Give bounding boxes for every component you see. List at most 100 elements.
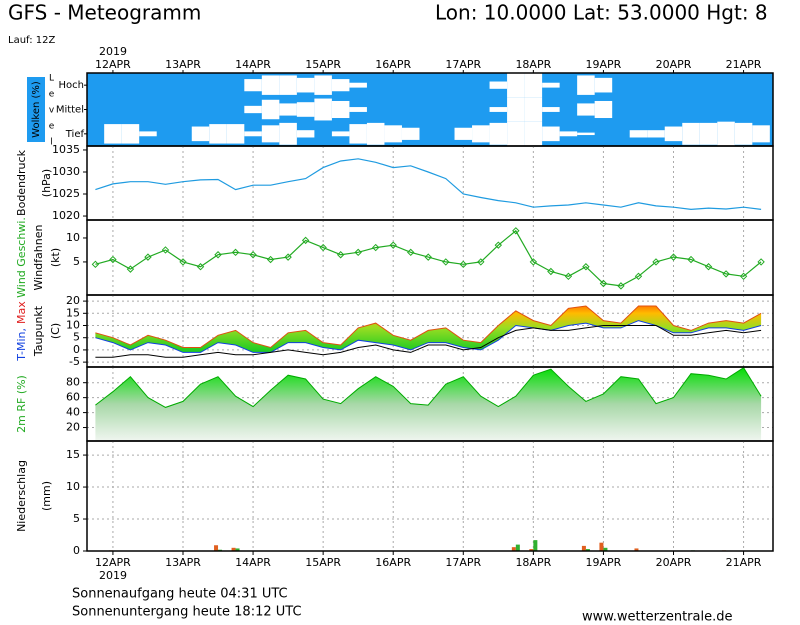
cloud: [577, 103, 595, 116]
y-axis-label: Bodendruck: [15, 149, 28, 216]
x-tick-label: 16APR: [375, 556, 411, 569]
y-tick-label: 15: [66, 448, 80, 461]
cloud: [209, 124, 227, 144]
y-axis-label-part: Bodendruck: [15, 149, 28, 216]
cloud: [261, 75, 280, 95]
marker: [687, 255, 695, 264]
y-axis-label-part: Max: [15, 301, 28, 324]
cloud: [401, 127, 420, 140]
temp-band: [95, 306, 762, 353]
bar: [231, 547, 236, 551]
cloud: [279, 75, 297, 95]
bar: [214, 545, 219, 551]
cloud: [594, 100, 613, 119]
marker: [564, 272, 573, 281]
x-tick-label: 19APR: [586, 556, 622, 569]
cloud: [664, 126, 683, 142]
x-tick-label: 17APR: [445, 556, 481, 569]
y-tick-label: 1035: [52, 143, 80, 156]
marker: [582, 263, 590, 271]
x-tick-label: 18APR: [515, 556, 551, 569]
level-name: Mittel: [56, 105, 84, 116]
y-tick-label: 5: [73, 512, 80, 525]
cloud: [244, 131, 262, 137]
bar: [529, 549, 534, 551]
y-tick-label: 10: [66, 231, 80, 244]
y-axis-label-part: T-Min,: [15, 328, 28, 362]
y-axis-label-part: Windfahnen: [32, 225, 45, 291]
cloud: [542, 107, 560, 112]
marker: [371, 243, 380, 252]
y-tick-label: 5: [73, 331, 80, 344]
y-tick-label: 20: [66, 294, 80, 307]
y-tick-label: 0: [73, 544, 80, 557]
marker: [161, 246, 170, 254]
x-tick-label: 13APR: [165, 58, 201, 71]
year-bottom: 2019: [99, 569, 127, 582]
cloud: [507, 121, 525, 146]
cloud: [226, 124, 245, 144]
cloud: [296, 130, 315, 138]
marker: [652, 258, 660, 266]
x-tick-label: 20APR: [656, 58, 692, 71]
y-axis-label: Taupunkt: [32, 305, 45, 357]
y-tick-label: 5: [73, 255, 80, 268]
cloud: [524, 121, 543, 146]
y-axis-label-part: Niederschlag: [15, 460, 28, 532]
cloud: [104, 124, 122, 144]
x-tick-label: 14APR: [235, 556, 271, 569]
level-name: Tief: [65, 129, 85, 140]
marker: [301, 236, 310, 245]
marker: [477, 258, 485, 266]
x-tick-label: 13APR: [165, 556, 201, 569]
run: Lauf: 12Z: [8, 35, 55, 46]
cloud: [524, 97, 543, 122]
marker: [529, 258, 538, 266]
area: [95, 367, 762, 441]
bar: [515, 544, 520, 551]
bar: [533, 540, 538, 551]
cloud: [734, 122, 753, 145]
y-axis-label: Wind Geschwi.: [15, 217, 28, 298]
x-tick-label: 21APR: [726, 556, 762, 569]
cloud: [629, 130, 648, 138]
cloud: [191, 126, 210, 142]
x-tick-label: 12APR: [95, 556, 131, 569]
bar: [581, 545, 586, 551]
cloud: [331, 131, 350, 137]
panel-title-box: [27, 77, 45, 142]
y-axis-label: (mm): [40, 481, 53, 511]
level-label: L e v e l: [47, 74, 57, 146]
marker: [249, 251, 257, 259]
cloud: [331, 79, 350, 92]
x-tick-label: 14APR: [235, 58, 271, 71]
bar: [634, 548, 639, 551]
marker: [599, 279, 608, 288]
marker: [196, 263, 205, 271]
y-tick-label: -5: [69, 355, 80, 368]
y-tick-label: 15: [66, 306, 80, 319]
y-tick-label: 60: [66, 391, 80, 404]
y-axis-label: 2m RF (%): [15, 375, 28, 433]
y-tick-label: 0: [73, 343, 80, 356]
x-tick-label: 18APR: [515, 58, 551, 71]
y-axis-label: T-Min, Max: [15, 301, 28, 362]
marker: [722, 270, 730, 278]
y-axis-label: (kt): [49, 248, 62, 267]
marker: [214, 251, 222, 259]
marker: [144, 253, 152, 261]
series-line: [95, 305, 762, 349]
marker: [284, 253, 292, 261]
y-tick-label: 10: [66, 319, 80, 332]
cloud: [296, 77, 315, 93]
x-tick-label: 19APR: [586, 58, 622, 71]
marker: [512, 227, 520, 235]
marker: [91, 260, 100, 269]
y-axis-label-part: Wind Geschwi.: [15, 217, 28, 298]
x-tick-label: 15APR: [305, 58, 341, 71]
marker: [757, 258, 765, 266]
y-axis-label: (hPa): [40, 169, 53, 197]
y-axis-label: (C): [49, 323, 62, 339]
panel-title: Wolken (%): [31, 81, 42, 138]
